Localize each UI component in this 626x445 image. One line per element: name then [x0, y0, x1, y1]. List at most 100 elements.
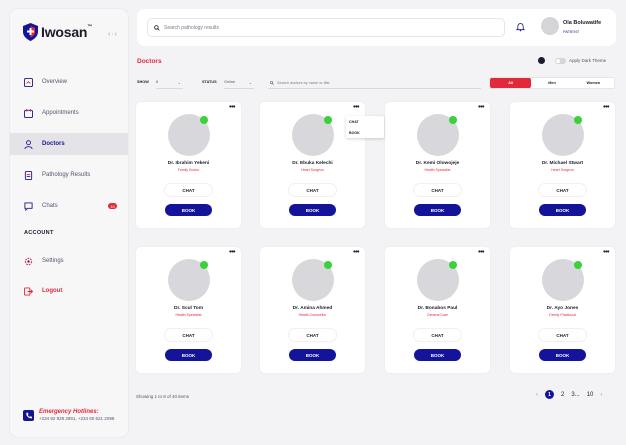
chat-button[interactable]: CHAT	[539, 329, 586, 341]
chevron-down-icon: ⌄	[248, 80, 252, 85]
segment-all[interactable]: All	[490, 78, 532, 88]
page-3[interactable]: 3...	[571, 391, 580, 398]
book-button[interactable]: BOOK	[539, 349, 586, 361]
online-status-dot	[449, 261, 457, 269]
next-page-icon[interactable]: ›	[600, 391, 603, 398]
book-button[interactable]: BOOK	[289, 349, 336, 361]
sidebar-item-settings[interactable]: Settings	[10, 250, 128, 272]
sidebar-item-logout[interactable]: Logout	[10, 280, 128, 302]
calendar-icon	[24, 108, 33, 118]
more-options-icon[interactable]: •••	[353, 104, 359, 111]
online-status-dot	[200, 261, 208, 269]
doctor-specialty: Heart Surgeon	[551, 168, 574, 172]
chat-button[interactable]: CHAT	[414, 184, 461, 196]
doctor-search-input[interactable]: Search doctors by name or title	[268, 77, 481, 89]
segment-men[interactable]: Men	[548, 81, 556, 85]
theme-label: Apply Dark Theme	[569, 58, 607, 63]
chat-button[interactable]: CHAT	[414, 329, 461, 341]
menu-item-book[interactable]: BOOK	[349, 130, 360, 135]
online-status-dot	[574, 261, 582, 269]
page-title: Doctors	[137, 58, 162, 65]
chat-button[interactable]: CHAT	[165, 329, 212, 341]
doctor-name: Dr. Ibrahim Yekeni	[167, 161, 210, 166]
more-options-icon[interactable]: •••	[478, 104, 484, 111]
sidebar-item-doctors[interactable]: Doctors	[10, 133, 128, 155]
sidebar-item-label: Logout	[42, 288, 63, 294]
main-content: Doctors Apply Dark Theme SHOW 8 ⌄ STATUS …	[128, 46, 626, 445]
online-status-dot	[324, 116, 332, 124]
search-icon	[154, 24, 160, 31]
online-status-dot	[200, 116, 208, 124]
more-options-icon[interactable]: •••	[603, 104, 609, 111]
book-button[interactable]: BOOK	[539, 204, 586, 216]
page-1[interactable]: 1	[545, 390, 554, 399]
sidebar-item-label: Doctors	[42, 141, 65, 147]
chevron-down-icon: ⌄	[177, 80, 181, 85]
doctor-specialty: Family Practional	[549, 313, 576, 317]
more-options-icon[interactable]: •••	[229, 249, 235, 256]
account-section-label: ACCOUNT	[24, 230, 54, 236]
sidebar-item-overview[interactable]: Overview	[10, 71, 128, 93]
page-2[interactable]: 2	[561, 391, 565, 398]
dark-theme-toggle[interactable]: Apply Dark Theme	[538, 57, 606, 64]
filter-bar: SHOW 8 ⌄ STATUS Online ⌄ Search doctors by…	[137, 77, 619, 89]
book-button[interactable]: BOOK	[414, 349, 461, 361]
chat-button[interactable]: CHAT	[539, 184, 586, 196]
prev-page-icon[interactable]: ‹	[536, 391, 538, 398]
doctor-specialty: Family Doctor	[177, 168, 200, 172]
chat-button[interactable]: CHAT	[289, 184, 336, 196]
book-button[interactable]: BOOK	[165, 349, 212, 361]
user-role: PATIENT	[563, 29, 580, 34]
user-avatar[interactable]	[541, 17, 559, 35]
doctor-card: ••• Dr. Michael Stwart Heart Surgeon CHA…	[510, 102, 615, 228]
collapse-icon[interactable]: ‹·›	[108, 31, 118, 38]
sidebar: Iwosan™ ‹·› Overview Appointments Doctor…	[10, 9, 128, 437]
status-select[interactable]: Online ⌄	[224, 77, 254, 89]
book-button[interactable]: BOOK	[414, 204, 461, 216]
sidebar-item-appointments[interactable]: Appointments	[10, 102, 128, 124]
app-logo[interactable]: Iwosan™	[23, 23, 92, 41]
doctor-icon	[24, 139, 33, 149]
page-10[interactable]: 10	[586, 391, 594, 398]
doctor-specialty: Heart Surgeon	[301, 168, 324, 172]
menu-item-chat[interactable]: CHAT	[349, 119, 359, 124]
doctor-card: ••• Dr. Ibrahim Yekeni Family Doctor CHA…	[136, 102, 241, 228]
logout-icon	[24, 286, 33, 296]
book-button[interactable]: BOOK	[165, 204, 212, 216]
doctor-name: Dr. Amina Ahmed	[292, 306, 333, 311]
show-select[interactable]: 8 ⌄	[156, 77, 183, 89]
search-input[interactable]: Search pathology results	[147, 18, 505, 37]
segment-women[interactable]: Women	[586, 81, 601, 85]
online-status-dot	[574, 116, 582, 124]
chat-button[interactable]: CHAT	[165, 184, 212, 196]
doctor-specialty: General Care	[426, 313, 448, 317]
gender-segmented-control: All Men Women	[489, 77, 615, 89]
doctor-search-placeholder: Search doctors by name or title	[277, 80, 330, 85]
more-options-icon[interactable]: •••	[478, 249, 484, 256]
status-label: STATUS	[202, 80, 217, 84]
more-options-icon[interactable]: •••	[603, 249, 609, 256]
book-button[interactable]: BOOK	[289, 204, 336, 216]
sidebar-item-pathology-results[interactable]: Pathology Results	[10, 164, 128, 186]
notification-bell-icon[interactable]	[516, 22, 525, 32]
theme-switch[interactable]	[555, 57, 566, 64]
sidebar-item-label: Settings	[42, 258, 64, 264]
phone-icon	[23, 410, 34, 421]
more-options-icon[interactable]: •••	[229, 104, 235, 111]
doctor-card: ••• Dr. Scul Tom Health Specialist CHAT …	[136, 247, 241, 373]
moon-icon	[538, 57, 545, 64]
chat-button[interactable]: CHAT	[289, 329, 336, 341]
card-options-menu: CHAT BOOK	[346, 116, 384, 138]
search-placeholder: Search pathology results	[164, 24, 220, 31]
settings-icon	[24, 257, 33, 265]
sidebar-item-chats[interactable]: Chats 10	[10, 195, 128, 217]
show-label: SHOW	[137, 80, 149, 84]
pagination-summary: Showing 1 to 8 of 40 items	[136, 394, 190, 399]
doctor-specialty: Health Counsellor	[298, 313, 327, 317]
more-options-icon[interactable]: •••	[353, 249, 359, 256]
sidebar-item-label: Chats	[42, 203, 58, 209]
emergency-hotline: Emergency Hotlines: +234 92 928 2891, +2…	[23, 409, 114, 421]
user-name: Ola Boluwatife	[563, 20, 602, 26]
doctor-specialty: Health Specialist	[424, 168, 451, 172]
